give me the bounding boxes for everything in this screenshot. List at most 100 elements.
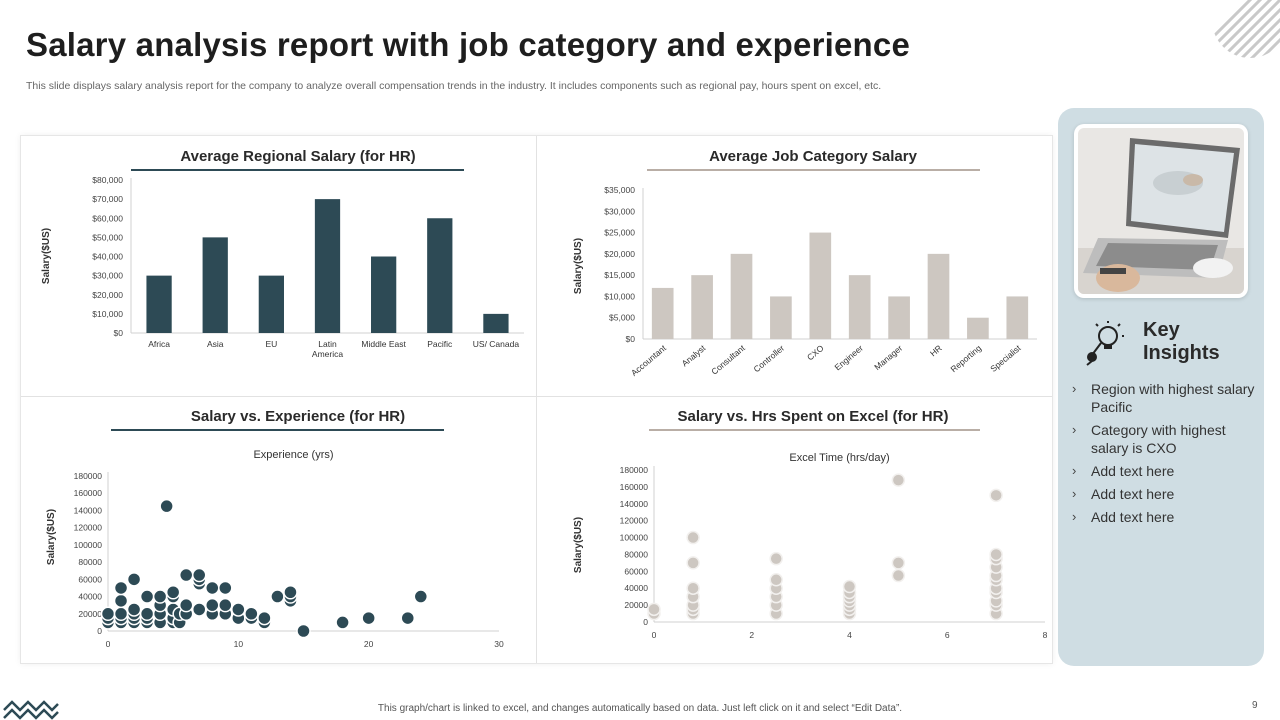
regional-salary-chart[interactable]: Average Regional Salary (for HR) Salary($… [21, 136, 536, 396]
y-tick-label: 100000 [620, 533, 649, 543]
y-tick-label: 80000 [78, 557, 102, 567]
y-tick-label: $20,000 [604, 249, 635, 259]
y-tick-label: 120000 [74, 523, 103, 533]
y-tick-label: $10,000 [604, 291, 635, 301]
scatter-point [113, 593, 129, 609]
scatter-point [686, 530, 700, 545]
y-tick-label: $10,000 [92, 309, 123, 319]
x-tick-label: 10 [234, 639, 244, 649]
scatter-point [126, 572, 142, 587]
scatter-point [100, 606, 116, 622]
footer-note: This graph/chart is linked to excel, and… [377, 703, 903, 714]
insight-item: › Add text here [1070, 485, 1260, 503]
scatter-point [400, 610, 416, 626]
charts-panel: Average Regional Salary (for HR) Salary($… [20, 135, 1053, 664]
lightbulb-magnifier-icon [1086, 321, 1124, 366]
scatter-point [165, 585, 181, 600]
key-insights-title: Key Insights [1143, 319, 1220, 364]
x-tick-label: 2 [749, 630, 754, 640]
y-tick-label: 40000 [624, 583, 648, 593]
y-tick-label: 100000 [74, 540, 103, 550]
insight-text: Region with highest salary Pacific [1091, 381, 1255, 415]
y-tick-label: 20000 [78, 609, 102, 619]
salary-vs-experience-chart[interactable]: Salary vs. Experience (for HR) Salary($US… [21, 397, 536, 663]
y-tick-label: 180000 [74, 471, 103, 481]
salary-vs-excel-hours-chart[interactable]: Salary vs. Hrs Spent on Excel (for HR) Sa… [537, 397, 1052, 663]
y-tick-label: $30,000 [92, 271, 123, 281]
y-axis-label: Salary($US) [573, 238, 584, 294]
y-tick-label: $5,000 [609, 313, 635, 323]
y-tick-label: 40000 [78, 592, 102, 602]
chevron-right-icon: › [1072, 486, 1077, 501]
y-axis-label: Salary($US) [46, 509, 57, 565]
bar [691, 275, 713, 339]
y-tick-label: 160000 [74, 488, 103, 498]
y-tick-label: 140000 [74, 505, 103, 515]
y-tick-label: $40,000 [92, 252, 123, 262]
scatter-point [257, 610, 272, 626]
bar [927, 253, 950, 339]
y-tick-label: 120000 [620, 516, 649, 526]
y-tick-label: $60,000 [92, 213, 123, 223]
chevron-right-icon: › [1072, 381, 1077, 396]
chart-title: Average Job Category Salary [709, 148, 918, 165]
scatter-point [205, 580, 220, 596]
scatter-point [769, 551, 783, 566]
insight-text: Add text here [1091, 486, 1175, 502]
zigzag-logo-icon [3, 700, 59, 720]
x-tick-label: 0 [106, 639, 111, 649]
y-axis-label: Salary($US) [41, 228, 52, 284]
x-tick-label: Specialist [988, 342, 1023, 373]
y-axis-label: Salary($US) [573, 517, 584, 573]
scatter-point [413, 589, 429, 604]
scatter-point [218, 580, 233, 596]
x-tick-label: Consultant [709, 342, 747, 376]
x-tick-label: EU [265, 339, 277, 349]
bar [809, 232, 832, 339]
bar [146, 275, 172, 333]
x-tick-label: Pacific [427, 339, 453, 349]
x-tick-label: Controller [752, 343, 787, 374]
y-tick-label: $20,000 [92, 290, 123, 300]
bar [258, 275, 284, 333]
x-tick-label: Middle East [361, 339, 406, 349]
x-tick-label: Africa [148, 339, 170, 349]
chart-title: Salary vs. Hrs Spent on Excel (for HR) [678, 408, 949, 425]
scatter-point [989, 488, 1003, 503]
bar [651, 287, 674, 339]
insight-text: Add text here [1091, 509, 1175, 525]
x-tick-label: America [312, 349, 343, 359]
x-tick-label: 20 [364, 639, 374, 649]
slide-subtitle: This slide displays salary analysis repo… [26, 80, 882, 92]
x-tick-label: 0 [652, 630, 657, 640]
y-tick-label: $35,000 [604, 185, 635, 195]
y-tick-label: 180000 [620, 465, 649, 475]
scatter-point [205, 597, 220, 613]
insight-item: › Add text here [1070, 508, 1260, 526]
scatter-point [231, 602, 246, 617]
y-tick-label: $70,000 [92, 194, 123, 204]
scatter-point [218, 597, 233, 613]
key-insights-panel: Key Insights › Region with highest salary… [1058, 108, 1264, 666]
scatter-point [139, 606, 155, 622]
y-tick-label: $80,000 [92, 175, 123, 185]
x-tick-label: 8 [1043, 630, 1048, 640]
y-tick-label: 60000 [624, 566, 648, 576]
bar [427, 218, 453, 333]
laptop-photo [1074, 124, 1248, 298]
y-tick-label: 0 [643, 617, 648, 627]
scatter-point [769, 573, 783, 587]
x-tick-label: 6 [945, 630, 950, 640]
insight-text: Add text here [1091, 463, 1175, 479]
bar [202, 237, 228, 333]
scatter-point [178, 567, 194, 583]
job-category-salary-chart[interactable]: Average Job Category Salary Salary($US) $0… [537, 136, 1052, 396]
scatter-point [159, 498, 174, 514]
scatter-point [152, 589, 168, 604]
insight-item: › Category with highest salary is CXO [1070, 421, 1260, 457]
y-tick-label: 160000 [620, 482, 649, 492]
bar [770, 296, 792, 339]
x-tick-label: HR [928, 343, 944, 359]
vertical-divider [536, 136, 537, 663]
horizontal-divider [21, 396, 1052, 397]
